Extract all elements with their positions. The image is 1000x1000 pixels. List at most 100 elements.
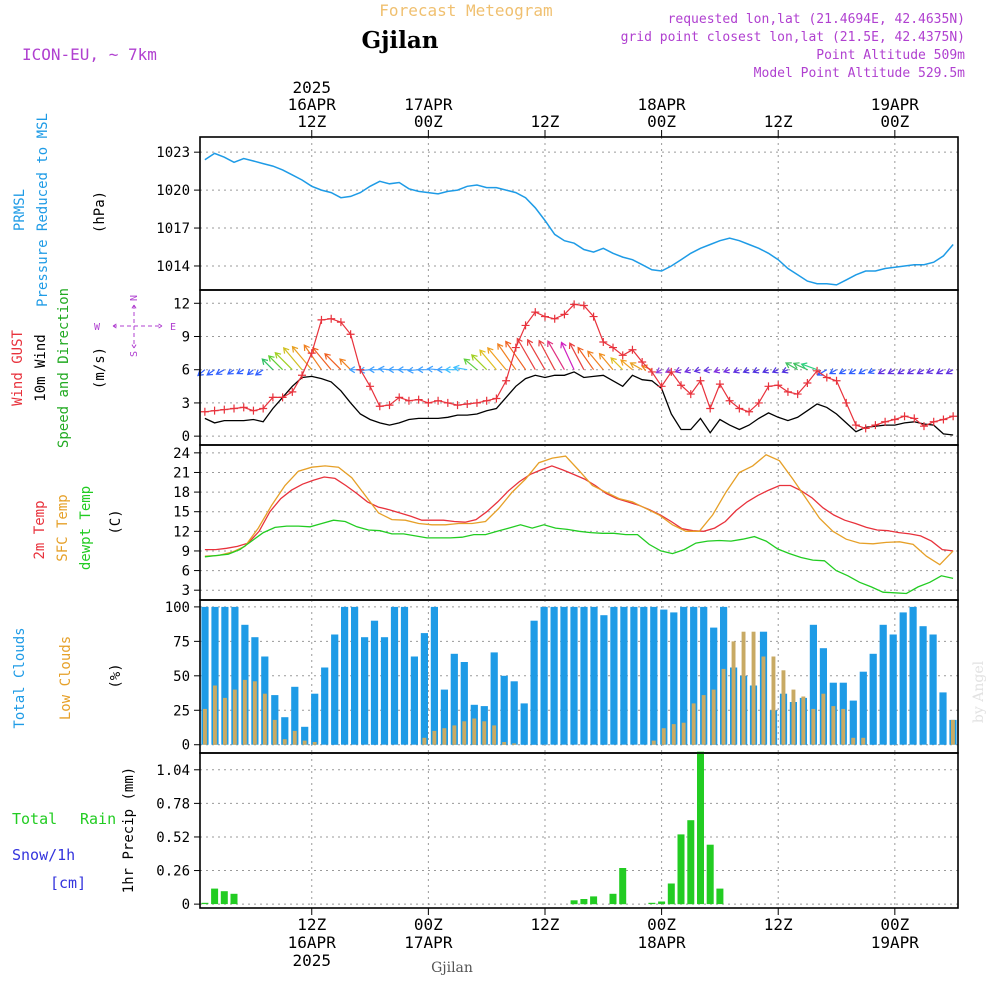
- low-clouds-bar: [482, 721, 487, 745]
- wind-direction-arrow: [732, 367, 740, 374]
- wind-direction-arrow: [838, 368, 847, 375]
- wind-direction-arrow: [598, 352, 614, 371]
- wind-gust-point: [949, 412, 958, 421]
- total-clouds-bar: [420, 633, 428, 745]
- wind-direction-arrow: [312, 347, 332, 371]
- low-clouds-bar: [831, 706, 836, 745]
- wind-gust-point: [589, 312, 598, 321]
- total-clouds-bar: [450, 653, 458, 745]
- wind-gust-point: [667, 367, 676, 376]
- wind-direction-arrow: [397, 366, 409, 374]
- total-clouds-bar: [520, 703, 528, 745]
- low-clouds-bar: [791, 689, 796, 745]
- wind-gust-point: [414, 395, 423, 404]
- wind-gust-point: [735, 404, 744, 413]
- y-tick-label: 50: [173, 669, 190, 685]
- temperature-panel: 3 6 9 12 15 18 21 24: [173, 444, 959, 601]
- total-clouds-bar: [221, 606, 229, 745]
- total-clouds-bar: [849, 700, 857, 745]
- y-tick-label: 0: [182, 429, 190, 445]
- wind-gust-point: [278, 393, 287, 402]
- panel-frame: [199, 444, 959, 601]
- wind-direction-arrow: [828, 368, 837, 375]
- wind-gust-point: [230, 404, 239, 413]
- wind-gust-point: [550, 314, 559, 323]
- total-clouds-bar: [680, 606, 688, 745]
- compass-east: E: [170, 322, 176, 333]
- total-clouds-bar: [291, 686, 299, 745]
- wind-direction-arrow: [816, 369, 828, 376]
- bottom-time-label: 00Z: [880, 915, 909, 934]
- low-clouds-bar: [681, 722, 686, 745]
- wind-direction-arrow: [368, 366, 380, 374]
- rain-bar: [687, 820, 695, 905]
- y-tick-label: 0.52: [156, 830, 190, 846]
- wind-gust-point: [696, 376, 705, 385]
- low-clouds-bar: [292, 730, 297, 745]
- total-clouds-bar: [899, 612, 907, 745]
- bottom-date-label: 19APR: [871, 933, 920, 952]
- low-clouds-bar: [771, 656, 776, 745]
- top-time-label: 12Z: [297, 112, 326, 131]
- wind-gust-point: [259, 404, 268, 413]
- wind-gust-point: [385, 401, 394, 410]
- wind-direction-arrow: [629, 362, 643, 371]
- dewpt-label: dewpt Temp: [78, 486, 94, 570]
- wind-direction-arrow: [693, 366, 701, 374]
- total-rain-label-rain: Rain: [80, 810, 116, 828]
- rain-bar: [580, 899, 588, 905]
- wind-speed-dir-label: Speed and Direction: [56, 288, 72, 448]
- rain-bar: [677, 834, 685, 905]
- rain-bar: [201, 902, 209, 905]
- y-tick-label: 1017: [156, 221, 190, 237]
- low-clouds-bar: [223, 697, 227, 745]
- wind-direction-arrow: [470, 354, 488, 371]
- wind-direction-arrow: [560, 341, 575, 370]
- wind-direction-arrow: [215, 368, 225, 375]
- location-title: Gjilan: [361, 27, 438, 54]
- wind-gust-point: [579, 301, 588, 310]
- y-tick-label: 21: [173, 465, 190, 481]
- wind-direction-arrow: [925, 367, 934, 375]
- total-clouds-bar: [909, 606, 917, 745]
- total-clouds-bar: [301, 726, 309, 745]
- total-clouds-bar: [809, 624, 817, 745]
- wind-gust-point: [783, 387, 792, 396]
- wind-direction-arrow: [784, 362, 798, 371]
- wind-direction-arrow: [254, 369, 264, 376]
- wind-direction-arrow: [945, 368, 954, 375]
- total-clouds-bar: [929, 634, 937, 745]
- total-clouds-bar: [331, 634, 339, 745]
- wind-direction-arrow: [867, 367, 876, 375]
- wind-direction-arrow: [722, 366, 730, 374]
- total-clouds-bar: [510, 681, 518, 745]
- wind-gust-point: [482, 396, 491, 405]
- wind-direction-arrow: [906, 368, 915, 375]
- wind-gust-point: [453, 401, 462, 410]
- wind-gust-point: [346, 330, 355, 339]
- total-clouds-bar: [670, 612, 678, 745]
- total-clouds-bar: [341, 606, 349, 745]
- wind-gust-point: [210, 406, 219, 415]
- model-name: ICON-EU, ~ 7km: [22, 45, 157, 64]
- wind-direction-arrow: [547, 340, 565, 370]
- wind-gust-point: [200, 407, 209, 416]
- low-clouds-bar: [312, 742, 317, 745]
- low-clouds-bar: [492, 725, 497, 745]
- rain-bar: [648, 902, 656, 905]
- wind-gust-point: [628, 345, 637, 354]
- wind-gust-point: [492, 394, 501, 403]
- sfc-temp-line: [204, 454, 954, 566]
- low-clouds-bar: [741, 631, 746, 745]
- y-tick-label: 1023: [156, 145, 190, 161]
- y-tick-label: 24: [173, 446, 190, 462]
- bottom-year-label: 2025: [292, 951, 331, 970]
- y-tick-label: 1014: [156, 259, 190, 275]
- credit: by Angel: [971, 660, 987, 723]
- rain-bar: [619, 868, 627, 905]
- total-clouds-bar: [590, 606, 598, 745]
- wind-direction-arrow: [291, 345, 313, 371]
- wind-direction-arrow: [848, 368, 857, 375]
- low-clouds-bar: [951, 719, 955, 745]
